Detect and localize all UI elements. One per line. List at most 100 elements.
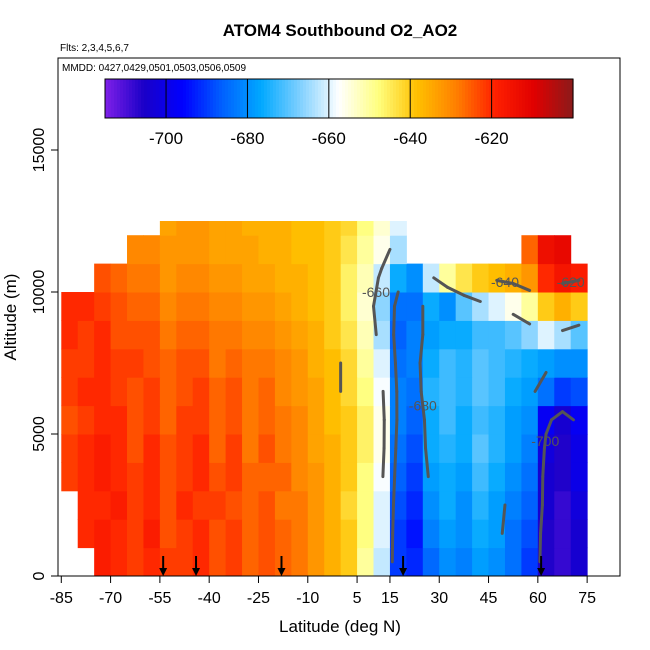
heat-cell bbox=[389, 377, 407, 407]
colorbar-strip bbox=[279, 79, 283, 118]
heat-cell bbox=[488, 490, 506, 520]
heat-cell bbox=[258, 221, 276, 236]
colorbar-strip bbox=[567, 79, 571, 118]
heat-cell bbox=[258, 547, 276, 577]
colorbar-strip bbox=[201, 79, 205, 118]
heat-cell bbox=[242, 348, 259, 378]
heat-cell bbox=[422, 405, 440, 435]
heat-cell bbox=[307, 519, 325, 549]
heat-cell bbox=[192, 490, 210, 520]
heat-cell bbox=[77, 320, 95, 350]
colorbar-strip bbox=[240, 79, 244, 118]
heat-cell bbox=[242, 547, 259, 577]
heat-cell bbox=[554, 377, 572, 407]
heat-cell bbox=[439, 292, 457, 321]
colorbar-strip bbox=[219, 79, 223, 118]
heat-cell bbox=[472, 547, 490, 577]
heat-cell bbox=[176, 221, 194, 236]
heat-cell bbox=[307, 462, 325, 492]
heat-cell bbox=[570, 547, 588, 577]
heat-cell bbox=[422, 547, 440, 577]
colorbar-strip bbox=[450, 79, 454, 118]
heat-cell bbox=[291, 348, 309, 378]
colorbar-strip bbox=[414, 79, 418, 118]
heat-cell bbox=[324, 320, 342, 350]
colorbar-strip bbox=[162, 79, 166, 118]
colorbar-strip bbox=[273, 79, 277, 118]
heat-cell bbox=[422, 348, 440, 378]
heat-cell bbox=[77, 434, 95, 463]
contour-line bbox=[542, 432, 548, 450]
heat-cell bbox=[159, 405, 177, 435]
heat-cell bbox=[274, 320, 292, 350]
heat-cell bbox=[324, 221, 342, 236]
contour-line bbox=[393, 446, 398, 479]
heat-cell bbox=[110, 292, 128, 321]
heat-cell bbox=[127, 547, 144, 577]
colorbar-strip bbox=[180, 79, 184, 118]
heat-cell bbox=[110, 519, 128, 549]
heat-cell bbox=[406, 434, 424, 463]
x-tick-label: -25 bbox=[247, 590, 270, 607]
colorbar-strip bbox=[561, 79, 565, 118]
heat-cell bbox=[570, 490, 588, 520]
heat-cell bbox=[110, 263, 128, 293]
heat-cell bbox=[439, 348, 457, 378]
heat-cell bbox=[455, 320, 473, 350]
heat-cell bbox=[192, 235, 210, 265]
heat-cell bbox=[209, 235, 227, 265]
heat-cell bbox=[176, 519, 194, 549]
heat-cell bbox=[373, 235, 391, 265]
colorbar-strip bbox=[159, 79, 163, 118]
heat-cell bbox=[192, 292, 210, 321]
colorbar-strip bbox=[507, 79, 511, 118]
heat-cell bbox=[242, 405, 259, 435]
heat-cell bbox=[110, 434, 128, 463]
heat-cell bbox=[209, 263, 227, 293]
heat-cell bbox=[488, 377, 506, 407]
heat-cell bbox=[61, 348, 79, 378]
heat-cell bbox=[537, 263, 555, 293]
heat-cell bbox=[307, 263, 325, 293]
heat-cell bbox=[406, 490, 424, 520]
heat-cell bbox=[406, 377, 424, 407]
colorbar-strip bbox=[360, 79, 364, 118]
heat-cell bbox=[225, 292, 243, 321]
heat-cell bbox=[521, 434, 539, 463]
colorbar-strip bbox=[423, 79, 427, 118]
heat-cell bbox=[159, 519, 177, 549]
colorbar-strip bbox=[297, 79, 301, 118]
colorbar-strip bbox=[531, 79, 535, 118]
heat-cell bbox=[504, 462, 522, 492]
heat-cell bbox=[537, 405, 555, 435]
heat-cell bbox=[521, 405, 539, 435]
heat-cell bbox=[521, 490, 539, 520]
heat-cell bbox=[274, 490, 292, 520]
colorbar-strip bbox=[114, 79, 118, 118]
heat-cell bbox=[373, 320, 391, 350]
contour-line bbox=[372, 304, 378, 337]
colorbar-strip bbox=[516, 79, 520, 118]
heat-cell bbox=[143, 292, 161, 321]
contour-line bbox=[419, 389, 426, 422]
colorbar-strip bbox=[282, 79, 286, 118]
colorbar-strip bbox=[483, 79, 487, 118]
colorbar-strip bbox=[243, 79, 247, 118]
heat-cell bbox=[389, 348, 407, 378]
heat-cell bbox=[176, 434, 194, 463]
colorbar-strip bbox=[489, 79, 493, 118]
colorbar-strip bbox=[486, 79, 490, 118]
x-tick-label: -70 bbox=[99, 590, 122, 607]
heat-cell bbox=[274, 348, 292, 378]
heat-cell bbox=[258, 377, 276, 407]
heat-cell bbox=[258, 519, 276, 549]
heat-cell bbox=[242, 434, 259, 463]
contour-line bbox=[372, 276, 380, 308]
heat-cell bbox=[340, 348, 358, 378]
contour-line bbox=[392, 304, 397, 337]
heat-cell bbox=[77, 519, 95, 549]
heat-cell bbox=[110, 462, 128, 492]
colorbar-strip bbox=[150, 79, 154, 118]
heat-cell bbox=[324, 519, 342, 549]
heat-cell bbox=[274, 263, 292, 293]
